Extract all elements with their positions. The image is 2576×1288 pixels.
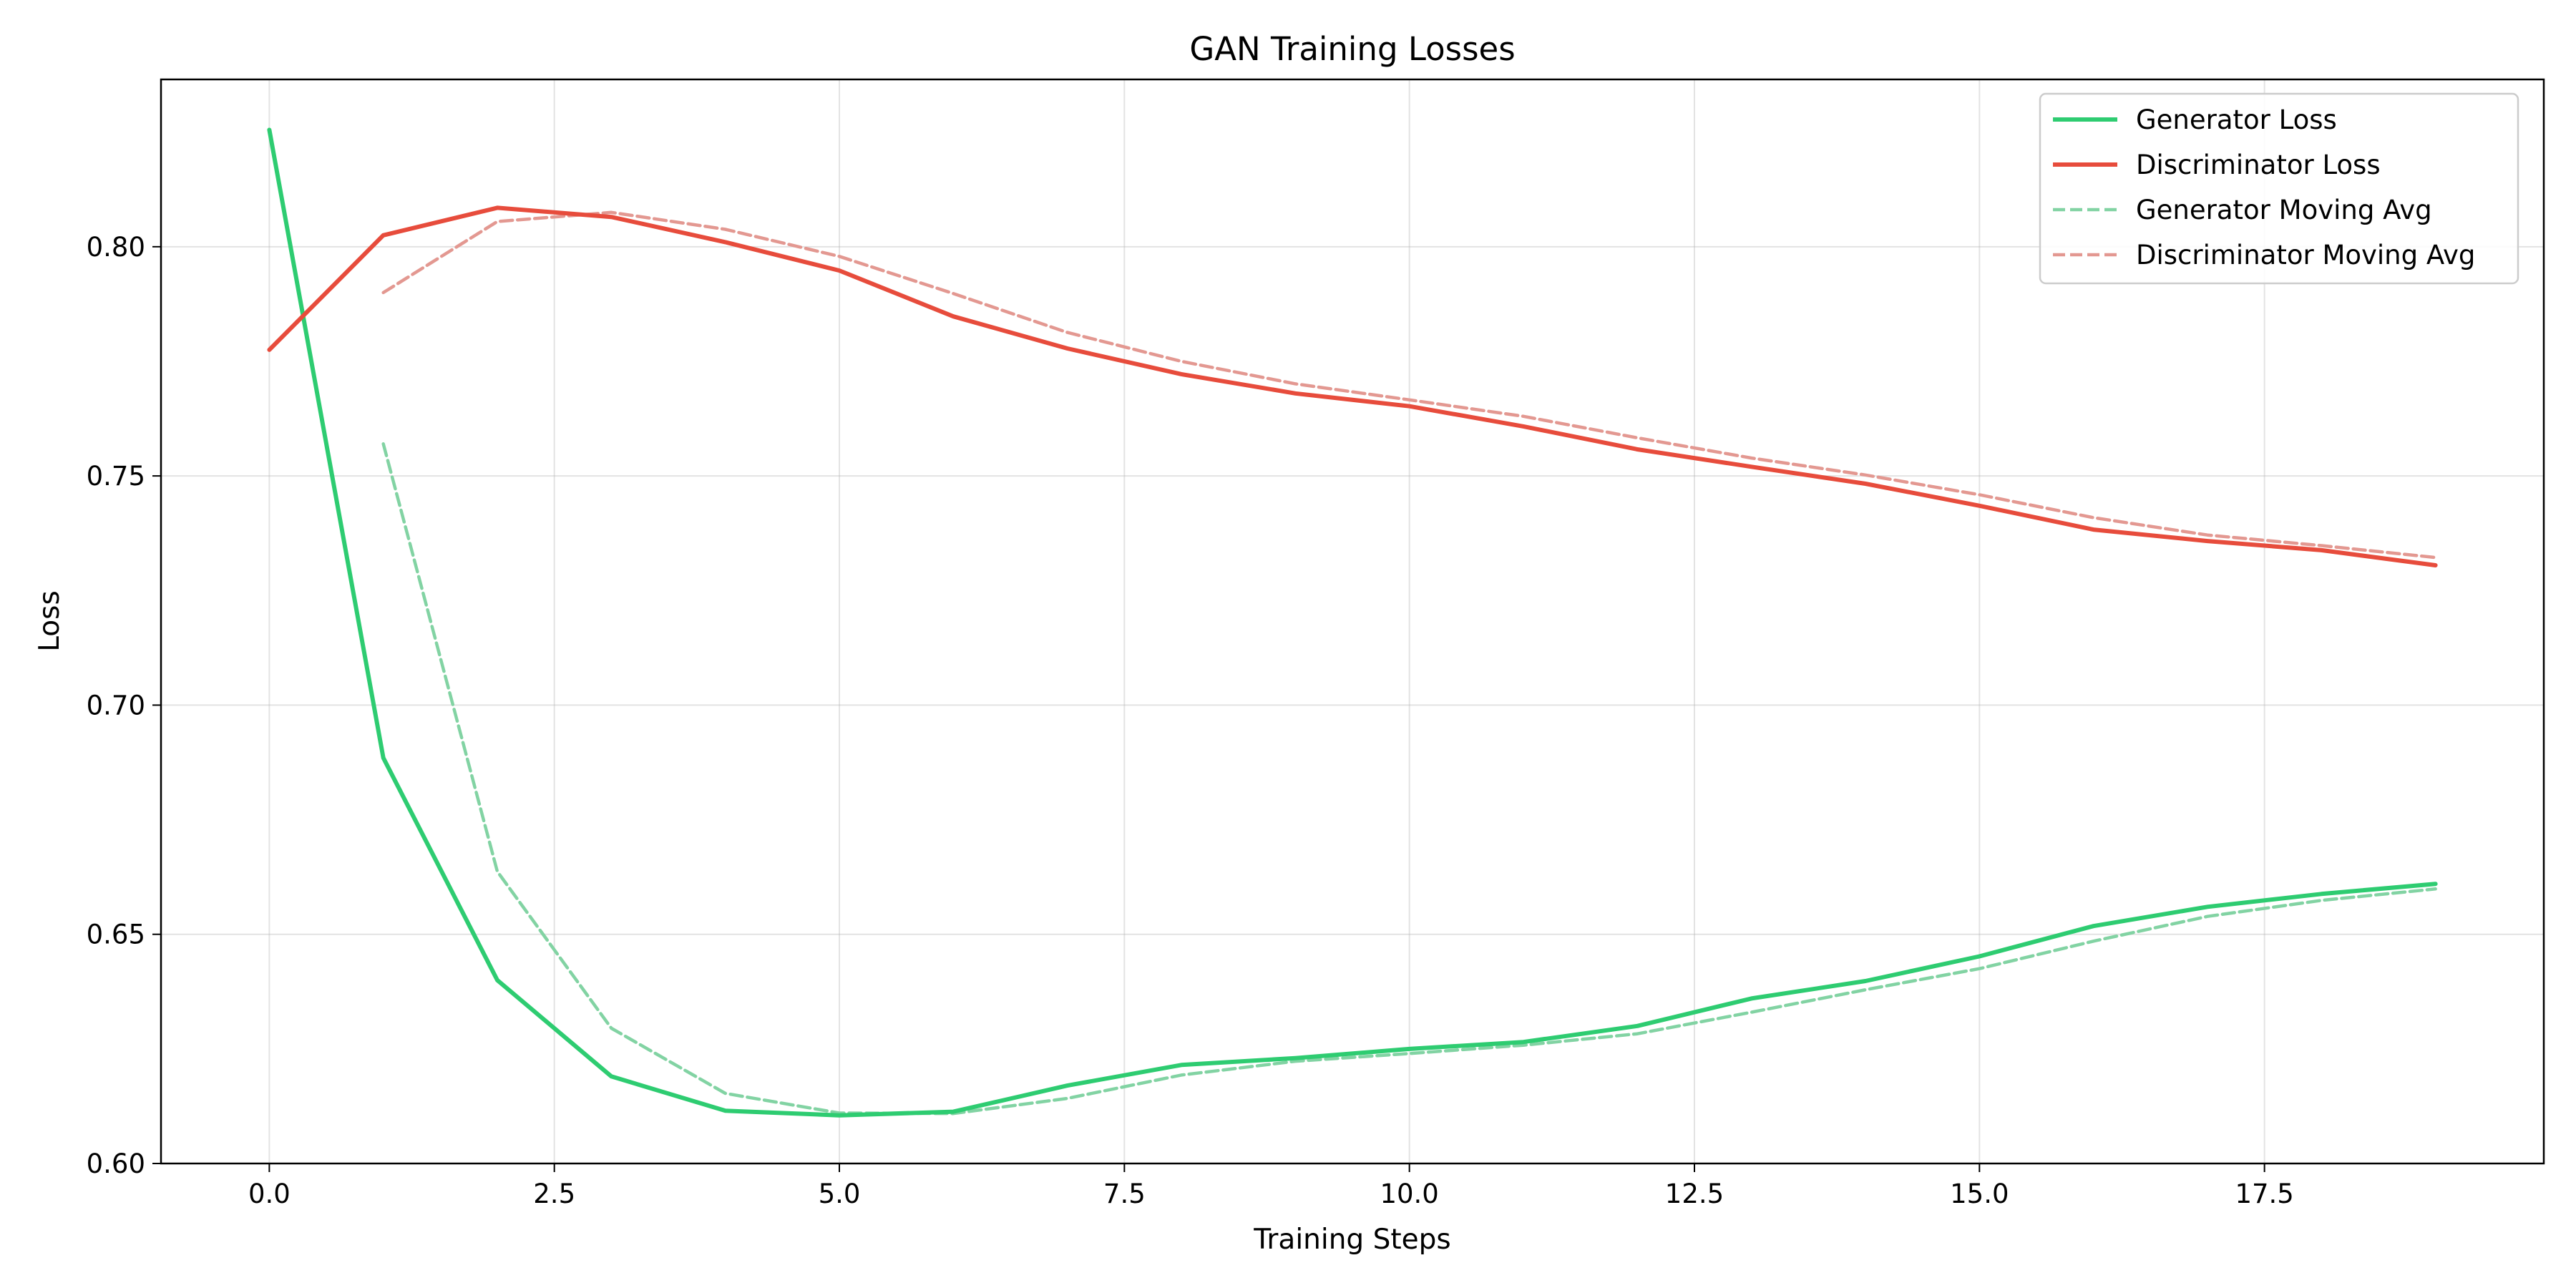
x-tick-label: 5.0 bbox=[819, 1179, 861, 1209]
plot-frame bbox=[160, 78, 2545, 1165]
axis-ticks: 0.0 2.5 5.0 7.5 10.0 12.5 15.0 17.5 0.60 0.65 0.70… bbox=[87, 232, 2294, 1209]
x-tick-label: 7.5 bbox=[1103, 1179, 1146, 1209]
legend: Generator Loss Discriminator Loss Generato… bbox=[2039, 92, 2519, 285]
generator-loss-legend-label: Generator Loss bbox=[2136, 104, 2337, 135]
x-tick-label: 17.5 bbox=[2235, 1179, 2293, 1209]
generator-moving-avg-legend-label: Generator Moving Avg bbox=[2136, 195, 2432, 225]
discriminator-loss-line bbox=[267, 205, 2438, 567]
y-tick-label: 0.75 bbox=[87, 461, 145, 492]
x-tick-label: 12.5 bbox=[1665, 1179, 1724, 1209]
x-tick-label: 10.0 bbox=[1380, 1179, 1438, 1209]
x-tick-label: 15.0 bbox=[1950, 1179, 2009, 1209]
x-tick-label: 2.5 bbox=[533, 1179, 575, 1209]
discriminator-loss-legend-label: Discriminator Loss bbox=[2136, 150, 2381, 180]
legend-box bbox=[2039, 92, 2519, 285]
generator-loss-line bbox=[267, 127, 2438, 1118]
x-tick-label: 0.0 bbox=[248, 1179, 291, 1209]
y-tick-label: 0.80 bbox=[87, 232, 145, 263]
y-tick-label: 0.60 bbox=[87, 1148, 145, 1179]
y-axis-label: Loss bbox=[34, 590, 66, 652]
discriminator-moving-avg-line bbox=[381, 210, 2437, 560]
x-axis-label: Training Steps bbox=[1253, 1224, 1450, 1256]
discriminator-moving-avg-legend-label: Discriminator Moving Avg bbox=[2136, 240, 2475, 270]
series-lines bbox=[267, 127, 2438, 1118]
y-tick-label: 0.70 bbox=[87, 690, 145, 721]
generator-moving-avg-line bbox=[381, 442, 2437, 1116]
chart-title: GAN Training Losses bbox=[1189, 30, 1515, 68]
y-tick-label: 0.65 bbox=[87, 919, 145, 950]
